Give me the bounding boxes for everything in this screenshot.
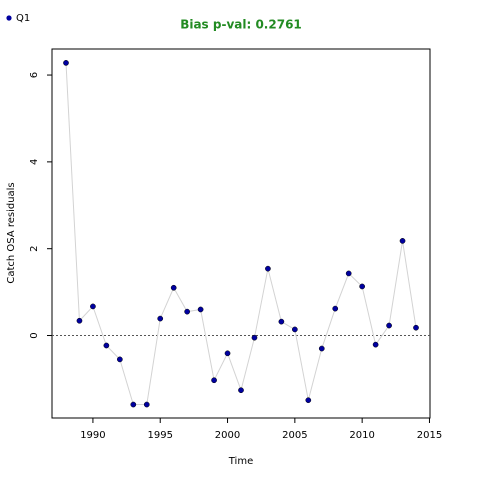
data-point — [116, 356, 123, 363]
data-point — [251, 334, 258, 341]
data-point — [291, 326, 298, 333]
y-tick-label: 2 — [29, 246, 40, 252]
data-point — [103, 342, 110, 349]
data-point — [345, 270, 352, 277]
data-point — [278, 318, 285, 325]
data-point — [386, 322, 392, 329]
x-tick-label: 1995 — [148, 430, 173, 441]
y-tick-label: 4 — [29, 159, 40, 165]
data-point — [76, 317, 83, 324]
data-point — [332, 305, 339, 312]
data-point — [305, 397, 312, 404]
data-point — [170, 284, 177, 291]
data-point — [224, 350, 231, 357]
data-point — [157, 315, 164, 322]
y-tick-label: 0 — [29, 332, 40, 338]
data-point — [197, 306, 204, 313]
data-point — [265, 265, 271, 272]
data-point — [143, 401, 150, 408]
chart-title: Bias p-val: 0.2761 — [180, 18, 302, 32]
x-axis-label: Time — [228, 456, 253, 467]
data-point — [211, 377, 217, 384]
data-point — [90, 303, 96, 310]
x-tick-label: 2010 — [349, 430, 374, 441]
data-point — [399, 238, 406, 244]
data-point — [130, 401, 137, 408]
y-axis-label: Catch OSA residuals — [6, 182, 17, 283]
series-line — [65, 62, 417, 406]
x-tick-label: 1990 — [80, 430, 105, 441]
data-point — [318, 345, 325, 352]
data-point — [372, 341, 379, 348]
x-tick-label: 2015 — [417, 430, 442, 441]
plot-frame — [51, 48, 431, 419]
data-point — [413, 324, 419, 331]
x-tick-label: 2000 — [215, 430, 240, 441]
data-point — [238, 387, 244, 394]
x-tick-label: 2005 — [282, 430, 307, 441]
legend-marker — [6, 15, 12, 21]
data-point — [63, 60, 69, 66]
data-point — [184, 308, 191, 315]
legend-label: Q1 — [16, 13, 30, 24]
y-tick-label: 6 — [29, 72, 40, 78]
data-point — [359, 283, 366, 290]
